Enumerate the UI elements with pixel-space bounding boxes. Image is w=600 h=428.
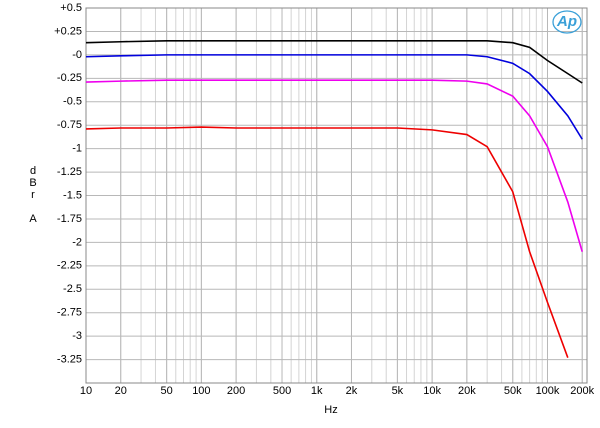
x-tick-label: 1k — [311, 385, 323, 397]
y-tick-label: -3.25 — [57, 353, 82, 365]
x-tick-label: 50k — [504, 385, 522, 397]
y-tick-label: -1.75 — [57, 213, 82, 225]
series-line — [86, 54, 583, 140]
y-tick-label: -0 — [72, 49, 82, 61]
y-tick-label: -1.5 — [63, 189, 82, 201]
y-tick-label: -1 — [72, 143, 82, 155]
y-tick-label: -2.5 — [63, 283, 82, 295]
y-axis-label: dBr A — [27, 165, 39, 225]
x-tick-label: 100 — [192, 385, 210, 397]
y-tick-label: +0.5 — [60, 2, 82, 14]
x-tick-label: 10 — [80, 385, 92, 397]
y-tick-label: -2 — [72, 236, 82, 248]
x-tick-label: 2k — [346, 385, 358, 397]
y-tick-label: -0.75 — [57, 119, 82, 131]
x-tick-label: 200 — [227, 385, 245, 397]
plot-frame — [85, 7, 588, 384]
y-tick-label: -2.25 — [57, 260, 82, 272]
series-line — [86, 40, 583, 84]
series-line — [86, 79, 583, 252]
y-tick-label: -2.75 — [57, 307, 82, 319]
x-tick-label: 20k — [458, 385, 476, 397]
x-tick-label: 10k — [423, 385, 441, 397]
x-tick-label: 500 — [273, 385, 291, 397]
y-tick-label: -1.25 — [57, 166, 82, 178]
logo-ring — [552, 10, 582, 34]
y-tick-label: -0.5 — [63, 96, 82, 108]
x-tick-label: 50 — [161, 385, 173, 397]
y-tick-label: -3 — [72, 330, 82, 342]
x-tick-label: 5k — [392, 385, 404, 397]
x-tick-label: 20 — [115, 385, 127, 397]
x-tick-label: 100k — [536, 385, 560, 397]
x-axis-label: Hz — [324, 404, 337, 416]
series-line — [86, 126, 569, 358]
logo: Ap — [556, 13, 577, 30]
y-tick-label: -0.25 — [57, 72, 82, 84]
y-tick-label: +0.25 — [54, 25, 82, 37]
x-tick-label: 200k — [570, 385, 594, 397]
